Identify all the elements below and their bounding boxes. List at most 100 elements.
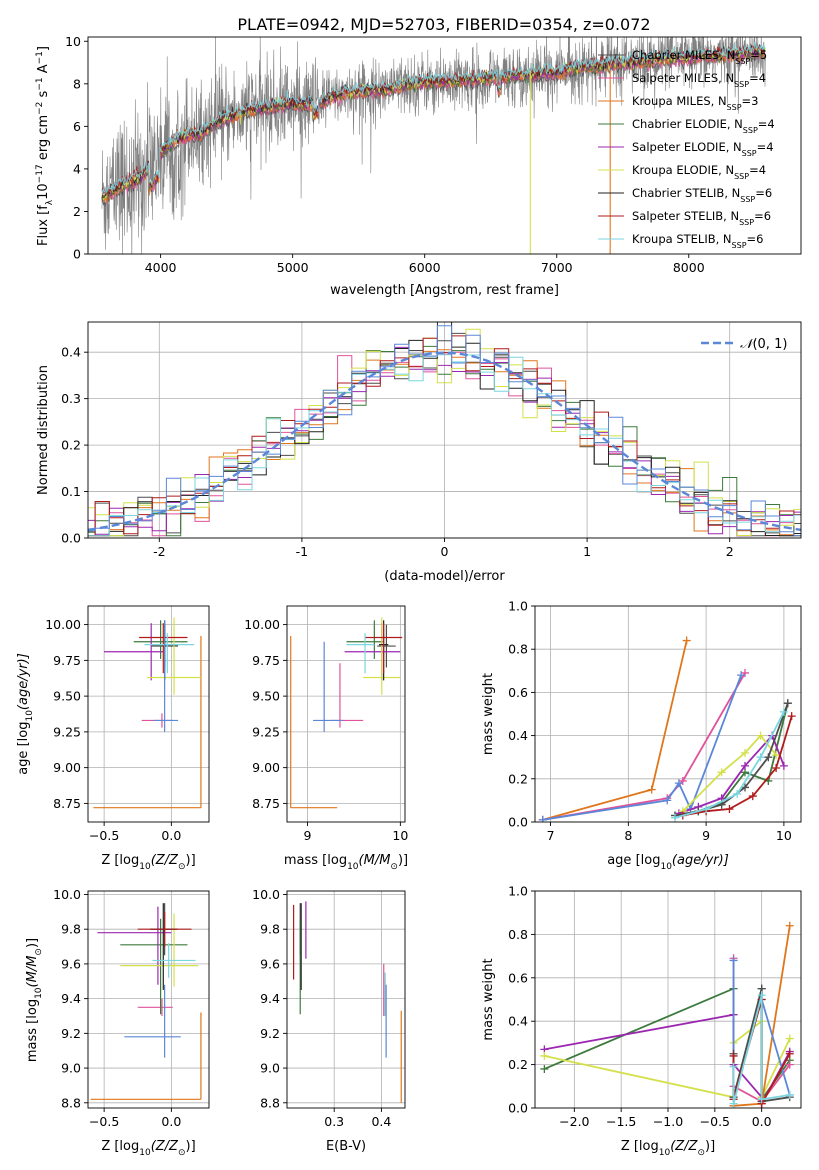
x-axis-label: (data-model)/error <box>384 569 505 584</box>
y-tick-label: 8.8 <box>260 1095 280 1110</box>
mass-weight-marker <box>783 699 792 708</box>
y-tick-label: 0.0 <box>508 815 528 830</box>
plot-area <box>88 606 209 822</box>
legend-entry: Chabrier ELODIE, NSSP=4 <box>632 117 775 135</box>
mass-weight-marker <box>671 813 679 822</box>
y-tick-label: 10.00 <box>244 617 280 632</box>
y-tick-label: 0.4 <box>61 345 81 360</box>
x-axis-label: Z [log10(Z/Z⊙)] <box>101 853 195 872</box>
y-tick-label: 10.0 <box>252 887 280 902</box>
x-tick-label: −2.0 <box>559 1114 589 1129</box>
y-tick-label: 0.1 <box>61 484 81 499</box>
x-tick-label: 0.0 <box>161 1114 181 1129</box>
y-tick-label: 9.50 <box>53 689 81 704</box>
y-tick-label: 9.2 <box>260 1026 280 1041</box>
y-tick-label: 9.6 <box>260 956 280 971</box>
mass-weight-marker <box>725 805 734 814</box>
y-axis-label: mass [log10(M/M⊙)] <box>25 938 44 1062</box>
mass-weight-marker <box>717 768 726 777</box>
y-tick-label: 9.4 <box>260 991 280 1006</box>
mass-weight-marker <box>682 636 691 645</box>
x-tick-label: 0.4 <box>371 1114 391 1129</box>
plot-area <box>88 891 209 1108</box>
y-tick-label: 9.00 <box>53 760 81 775</box>
mass-weight-marker <box>702 805 711 814</box>
axes-frame <box>534 605 802 823</box>
y-axis-label: Flux [fλ10−17 erg cm−2 s−1 A−1] <box>35 46 55 246</box>
legend-entry: 𝒩(0, 1) <box>740 337 787 352</box>
mass-weight-marker <box>785 1034 794 1043</box>
mass-weight-marker <box>756 731 765 740</box>
y-tick-label: 0.4 <box>508 1014 528 1029</box>
mass-vs-metallicity-panel: −0.5 0.0 8.8 9.0 9.2 9.4 9.6 9.8 10.0 Z [log10(Z/… <box>25 887 210 1158</box>
x-tick-label: 0.3 <box>324 1114 344 1129</box>
normal-distribution-curve <box>88 351 801 532</box>
mass-weight-marker <box>772 764 781 772</box>
mass-weight-marker <box>540 1051 549 1060</box>
x-tick-label: 9 <box>303 828 311 843</box>
y-tick-label: 10 <box>65 34 81 49</box>
y-axis-label: age [log10(age/yr)] <box>16 653 35 775</box>
model-spectrum-line <box>101 41 766 194</box>
plot-area <box>535 891 801 1108</box>
mass-weight-line <box>682 715 793 817</box>
x-tick-label: 6000 <box>409 260 441 275</box>
x-tick-label: -1 <box>296 544 308 559</box>
age-vs-mass-panel: 9 10 8.75 9.00 9.25 9.50 9.75 10.00 mass [log10(… <box>244 605 408 872</box>
y-tick-label: 0.0 <box>61 531 81 546</box>
y-tick-label: 0.2 <box>508 1057 528 1072</box>
y-tick-label: 0 <box>73 247 81 262</box>
mass-weight-line <box>544 1019 791 1099</box>
figure-title: PLATE=0942, MJD=52703, FIBERID=0354, z=0… <box>237 15 650 34</box>
mass-weight-marker <box>785 921 794 930</box>
y-tick-label: 8.8 <box>61 1095 81 1110</box>
x-tick-label: -2 <box>153 544 165 559</box>
x-tick-label: −1.0 <box>653 1114 683 1129</box>
mass-weight-marker <box>729 1062 738 1071</box>
axes-frame <box>87 36 802 255</box>
x-tick-label: −0.5 <box>89 1114 119 1129</box>
x-tick-label: 2 <box>726 544 734 559</box>
mass-weight-marker <box>729 1051 738 1060</box>
y-tick-label: 6 <box>73 119 81 134</box>
x-tick-label: −0.5 <box>700 1114 730 1129</box>
x-tick-label: 5000 <box>277 260 309 275</box>
plot-area <box>101 37 766 254</box>
y-tick-label: 9.4 <box>61 991 81 1006</box>
y-tick-label: 9.75 <box>252 653 280 668</box>
y-tick-label: 9.25 <box>252 724 280 739</box>
y-tick-label: 9.8 <box>260 922 280 937</box>
plot-area <box>535 606 801 822</box>
mass-weight-marker <box>729 1099 738 1108</box>
mass-weight-marker <box>737 671 746 680</box>
x-tick-label: 7 <box>547 828 555 843</box>
axes-frame <box>286 605 406 823</box>
mass-weight-marker <box>779 761 788 770</box>
y-tick-label: 8.75 <box>252 796 280 811</box>
y-tick-label: 0.8 <box>508 927 528 942</box>
y-tick-label: 9.2 <box>61 1026 81 1041</box>
x-tick-label: 1 <box>583 544 591 559</box>
x-tick-label: 0 <box>441 544 449 559</box>
residual-histogram-panel: -2 -1 0 1 2 0.0 0.1 0.2 0.3 0.4 𝒩(0, 1) (data-model… <box>36 321 802 584</box>
y-tick-label: 0.4 <box>508 728 528 743</box>
legend-entry: Chabrier MILES, NSSP=5 <box>632 48 767 66</box>
y-tick-label: 9.6 <box>61 956 81 971</box>
x-axis-label: mass [log10(M/M⊙)] <box>284 853 408 872</box>
mass-weight-marker <box>757 991 766 1000</box>
legend-entry: Salpeter STELIB, NSSP=6 <box>632 209 771 227</box>
mass-weight-marker <box>729 956 738 965</box>
mass-weight-marker <box>733 789 742 798</box>
x-tick-label: 4000 <box>145 260 177 275</box>
x-tick-label: 9 <box>702 828 710 843</box>
y-axis-label: mass weight <box>481 958 496 1040</box>
legend-entry: Salpeter MILES, NSSP=4 <box>632 71 766 89</box>
axes-frame <box>87 890 210 1109</box>
mass-weight-marker <box>756 753 765 762</box>
x-axis-label: wavelength [Angstrom, rest frame] <box>330 283 559 298</box>
mass-weight-marker <box>779 707 788 716</box>
age-vs-metallicity-panel: −0.5 0.0 8.75 9.00 9.25 9.50 9.75 10.00 Z [log10… <box>16 605 210 872</box>
x-tick-label: 0.0 <box>161 828 181 843</box>
y-tick-label: 0.2 <box>61 438 81 453</box>
